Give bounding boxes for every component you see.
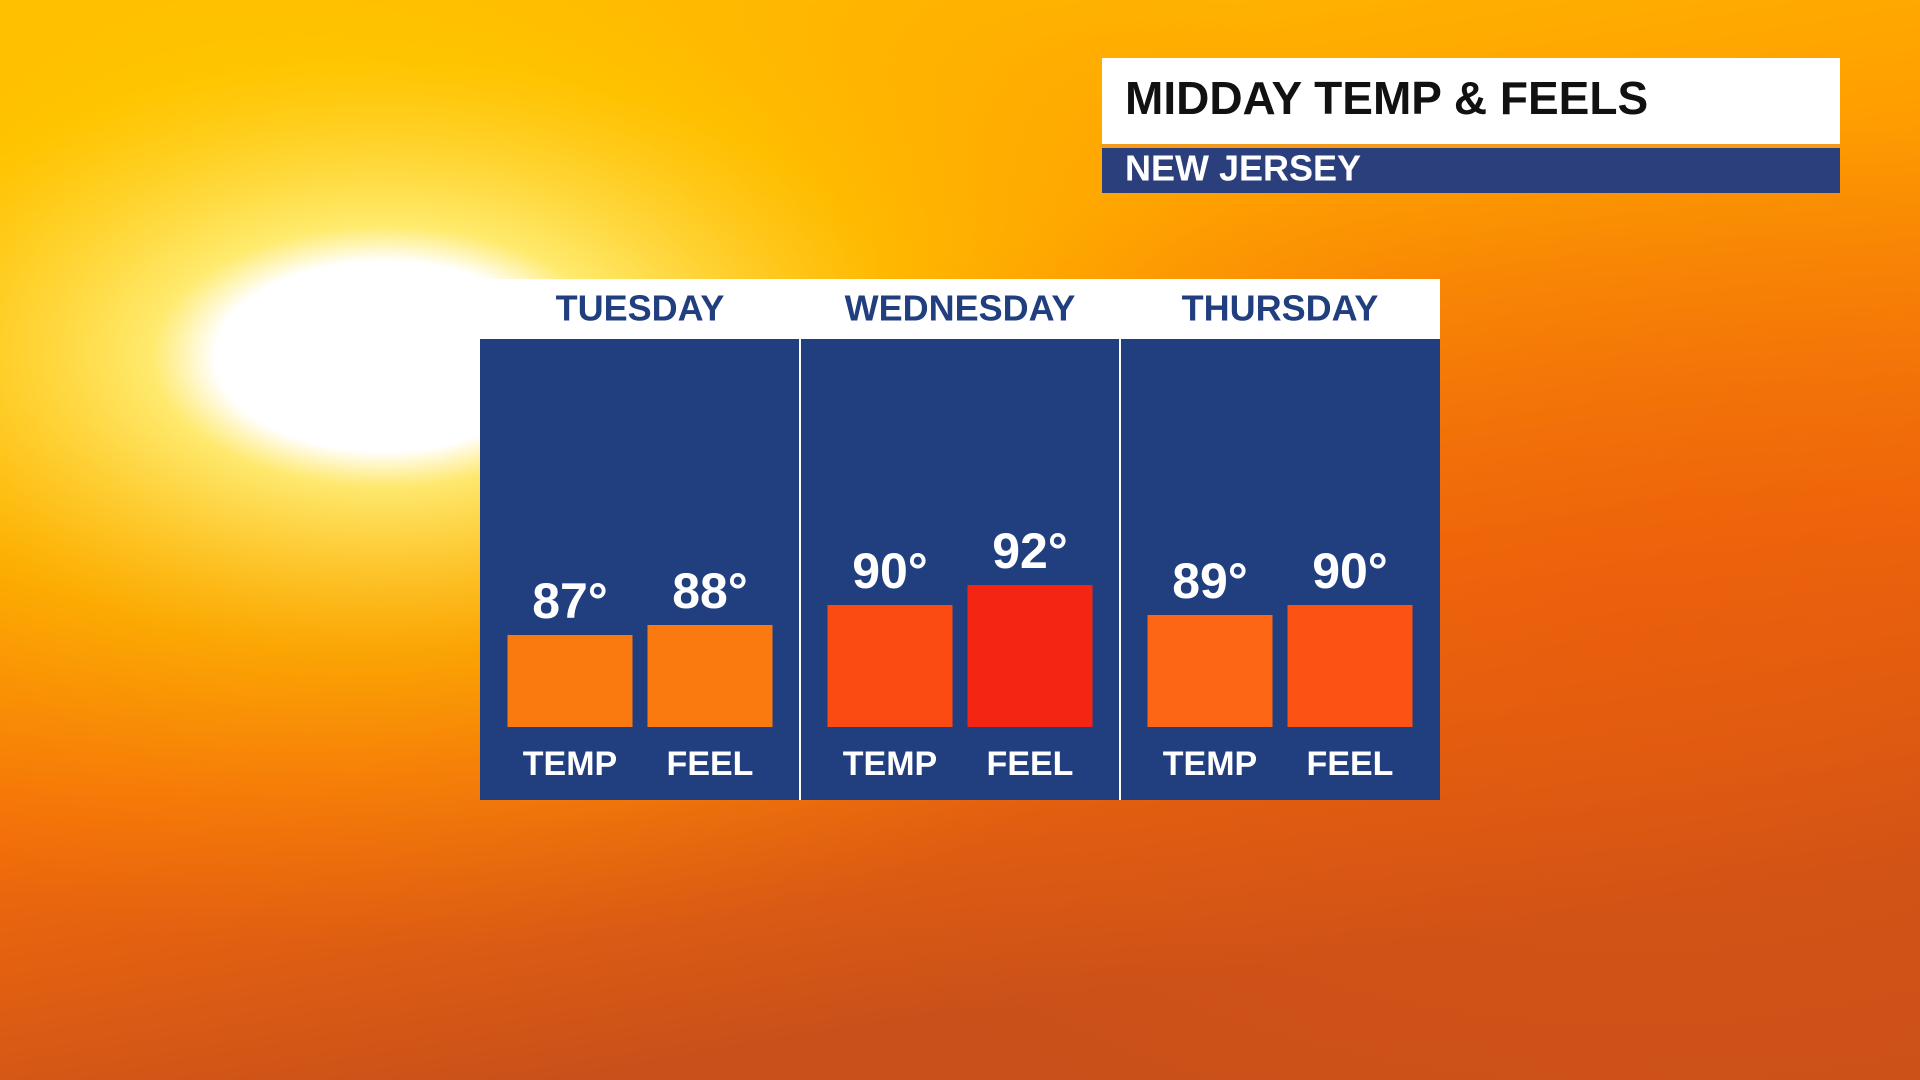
bar bbox=[1287, 605, 1413, 727]
series-label: TEMP bbox=[523, 745, 617, 783]
title-box bbox=[1102, 58, 1840, 144]
value-label: 87° bbox=[532, 573, 608, 629]
bar bbox=[827, 605, 953, 727]
value-label: 88° bbox=[672, 563, 748, 619]
bar bbox=[967, 585, 1093, 727]
day-label: TUESDAY bbox=[556, 288, 725, 329]
value-label: 90° bbox=[1312, 543, 1388, 599]
day-label: THURSDAY bbox=[1182, 288, 1379, 329]
series-label: TEMP bbox=[843, 745, 937, 783]
value-label: 89° bbox=[1172, 553, 1248, 609]
chart-title: MIDDAY TEMP & FEELS bbox=[1125, 72, 1648, 124]
value-label: 90° bbox=[852, 543, 928, 599]
panel bbox=[480, 339, 1440, 800]
title-rule bbox=[1102, 144, 1840, 148]
series-label: FEEL bbox=[667, 745, 754, 783]
bar bbox=[647, 625, 773, 727]
header-row bbox=[480, 279, 1440, 339]
day-label: WEDNESDAY bbox=[845, 288, 1076, 329]
series-label: FEEL bbox=[1307, 745, 1394, 783]
subtitle-box bbox=[1102, 148, 1840, 193]
plot: TUESDAY 87° TEMP 88° FEEL WEDNESDAY 90° TEMP 92°… bbox=[507, 288, 1413, 800]
value-label: 92° bbox=[992, 523, 1068, 579]
series-label: TEMP bbox=[1163, 745, 1257, 783]
chart-subtitle: NEW JERSEY bbox=[1125, 148, 1361, 189]
series-label: FEEL bbox=[987, 745, 1074, 783]
bar bbox=[1147, 615, 1273, 727]
bar bbox=[507, 635, 633, 727]
